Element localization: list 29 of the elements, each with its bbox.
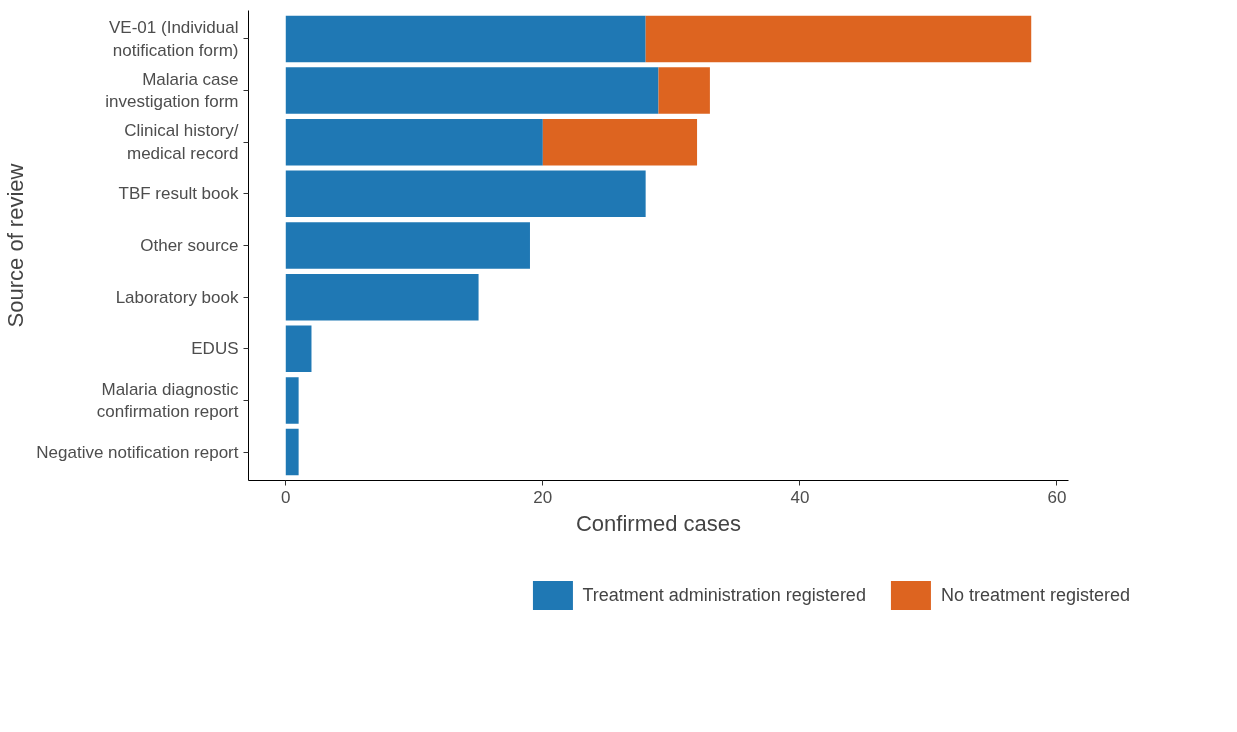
bar <box>285 377 299 424</box>
y-tick-label: Clinical history/ medical record <box>124 121 239 164</box>
y-tick-label: EDUS <box>191 339 239 359</box>
legend-label: Treatment administration registered <box>582 584 866 606</box>
bar <box>285 67 659 114</box>
y-tick-label: Negative notification report <box>36 442 239 462</box>
bar <box>542 118 698 166</box>
x-axis-title: Confirmed cases <box>575 510 742 536</box>
x-tick-label: 0 <box>281 487 291 507</box>
y-axis-title: Source of review <box>3 163 29 328</box>
y-tick-label: TBF result book <box>118 184 239 204</box>
bar <box>285 428 299 476</box>
bar <box>285 273 479 321</box>
bar <box>285 118 543 166</box>
y-tick-label: Malaria diagnostic confirmation report <box>96 379 239 422</box>
bar <box>285 15 646 63</box>
bar <box>285 170 646 218</box>
bar <box>658 67 710 114</box>
y-tick-label: Laboratory book <box>115 287 239 307</box>
x-tick-label: 40 <box>790 487 810 507</box>
y-tick-label: VE-01 (Individual notification form) <box>109 18 239 60</box>
x-tick-label: 60 <box>1047 487 1067 507</box>
legend-label: No treatment registered <box>940 584 1130 606</box>
y-tick-label: Other source <box>140 236 239 255</box>
y-tick-label: Malaria case investigation form <box>105 69 239 112</box>
x-tick-label: 20 <box>533 487 553 507</box>
bar <box>285 222 530 269</box>
bar <box>645 15 1032 63</box>
bar <box>285 325 312 373</box>
